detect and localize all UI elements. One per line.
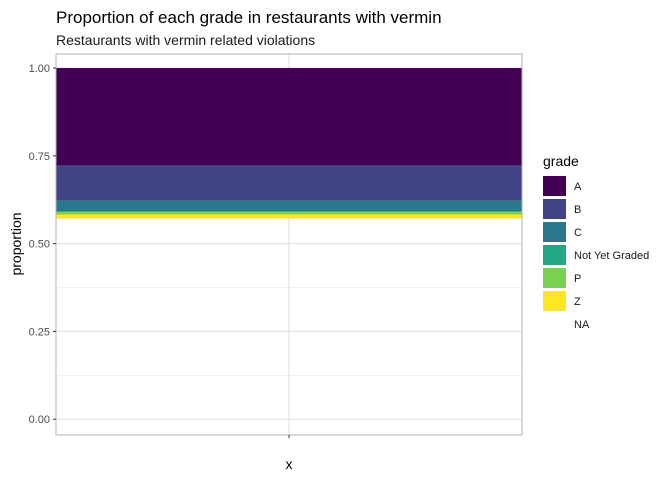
legend-key-c: [543, 222, 566, 242]
legend-key-a: [543, 176, 566, 196]
y-axis-ticks: 0.00 0.25 0.50 0.75 1.00: [29, 63, 56, 426]
legend-key-b: [543, 199, 566, 219]
y-tick-label: 1.00: [29, 63, 50, 75]
y-tick-label: 0.25: [29, 326, 50, 338]
y-axis-title: proportion: [8, 212, 24, 275]
legend-title: grade: [543, 153, 579, 169]
legend-key-p: [543, 268, 566, 288]
x-axis-title: x: [286, 456, 293, 472]
legend-label-c: C: [574, 227, 582, 239]
legend-key-z: [543, 291, 566, 311]
chart-subtitle: Restaurants with vermin related violatio…: [56, 32, 315, 48]
legend-key-not-yet-graded: [543, 245, 566, 265]
y-tick-label: 0.75: [29, 151, 50, 163]
legend: grade ABC Not Yet Graded PZ NA: [543, 153, 649, 331]
legend-items: ABC Not Yet Graded PZ NA: [543, 176, 649, 331]
y-tick-label: 0.50: [29, 239, 50, 251]
bar-segment-not-yet-graded: [56, 211, 522, 213]
legend-label-b: B: [574, 204, 581, 216]
stacked-bars: [56, 68, 522, 219]
y-tick-label: 0.00: [29, 414, 50, 426]
bar-segment-z: [56, 214, 522, 219]
legend-label-p: P: [574, 273, 581, 285]
legend-label-not-yet-graded: Not Yet Graded: [574, 250, 649, 262]
bar-segment-b: [56, 165, 522, 201]
chart-title: Proportion of each grade in restaurants …: [56, 8, 442, 27]
legend-label-na: NA: [574, 319, 590, 331]
bar-segment-p: [56, 212, 522, 215]
legend-label-a: A: [574, 181, 582, 193]
bar-segment-c: [56, 200, 522, 212]
bar-segment-a: [56, 68, 522, 166]
legend-label-z: Z: [574, 296, 581, 308]
plot-panel: [55, 53, 523, 436]
